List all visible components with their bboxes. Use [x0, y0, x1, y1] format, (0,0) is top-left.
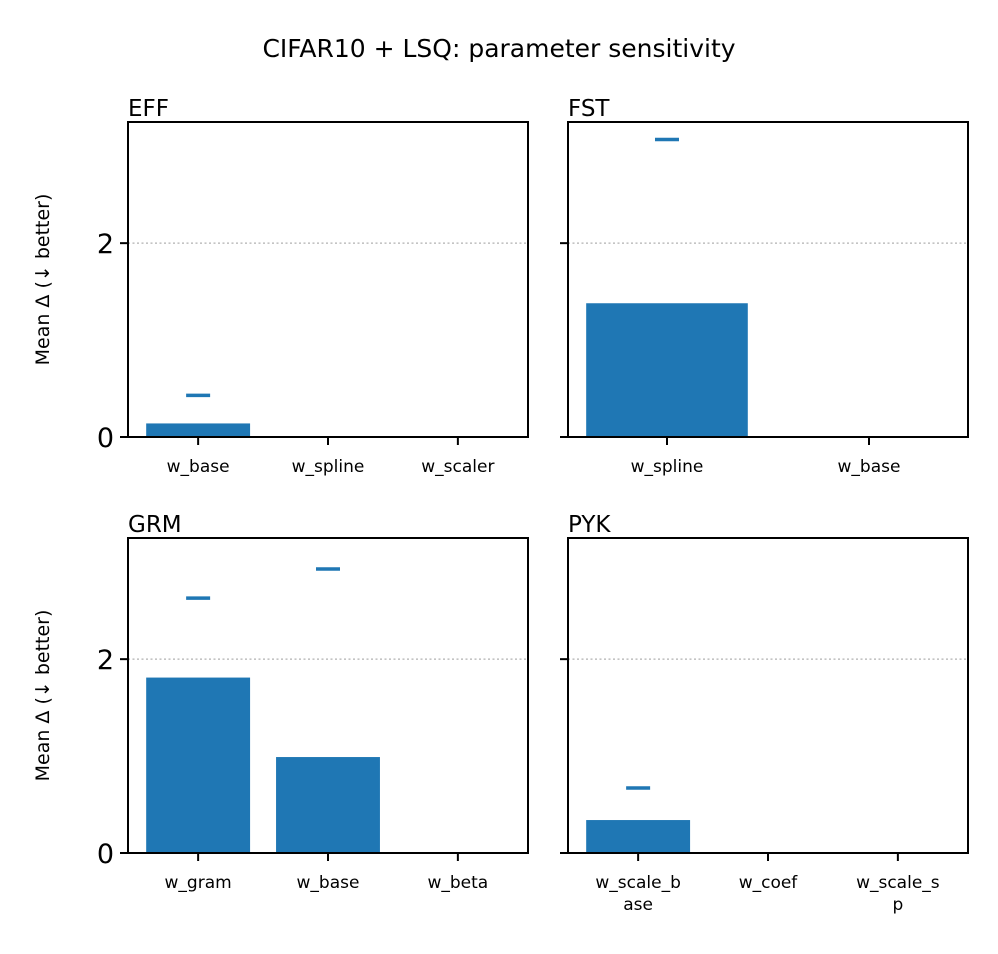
y-tick-label: 2 — [97, 645, 114, 676]
y-axis-label: Mean Δ (↓ better) — [32, 610, 54, 782]
x-tick-label: w_coef — [739, 873, 799, 893]
subplot-fst: FST w_spline w_base — [560, 96, 969, 477]
bar-w_base — [276, 757, 380, 853]
axes-frame — [567, 121, 969, 438]
x-tick-label: w_base — [838, 457, 901, 477]
subplot-grid: EFF 0 2 w_base w_spline w_scaler Mean Δ (↓ bet… — [32, 96, 969, 915]
axes-frame — [567, 537, 969, 854]
subplot-grm: GRM 0 2 w_gram w_base w_beta Mean Δ (↓ better) — [32, 512, 529, 893]
subplot-pyk: PYK w_scale_b ase w_coef w_scale_s p — [560, 512, 969, 915]
x-tick-label: w_scale_b ase — [595, 873, 681, 915]
x-tick-label: w_spline — [631, 457, 704, 477]
subplot-title: PYK — [568, 512, 611, 538]
bar-w_scale_base — [586, 820, 691, 853]
x-tick-label: w_scale_s p — [856, 873, 940, 915]
y-tick-label: 0 — [97, 839, 114, 870]
x-tick-label: w_spline — [292, 457, 365, 477]
figure-title: CIFAR10 + LSQ: parameter sensitivity — [262, 34, 735, 63]
x-tick-label: w_base — [167, 457, 230, 477]
y-tick-label: 0 — [97, 423, 114, 454]
subplot-title: EFF — [128, 96, 169, 122]
y-axis-label: Mean Δ (↓ better) — [32, 194, 54, 366]
x-tick-label: w_scaler — [421, 457, 494, 477]
bar-w_base — [146, 423, 251, 437]
y-tick-label: 2 — [97, 229, 114, 260]
x-tick-label: w_beta — [427, 873, 488, 893]
subplot-title: GRM — [128, 512, 182, 538]
x-tick-label: w_base — [297, 873, 360, 893]
subplot-eff: EFF 0 2 w_base w_spline w_scaler Mean Δ (↓ bet… — [32, 96, 529, 477]
bar-w_spline — [586, 303, 748, 437]
axes-frame — [127, 121, 529, 438]
subplot-title: FST — [568, 96, 610, 122]
x-tick-label: w_gram — [165, 873, 232, 893]
bar-w_gram — [146, 677, 251, 853]
